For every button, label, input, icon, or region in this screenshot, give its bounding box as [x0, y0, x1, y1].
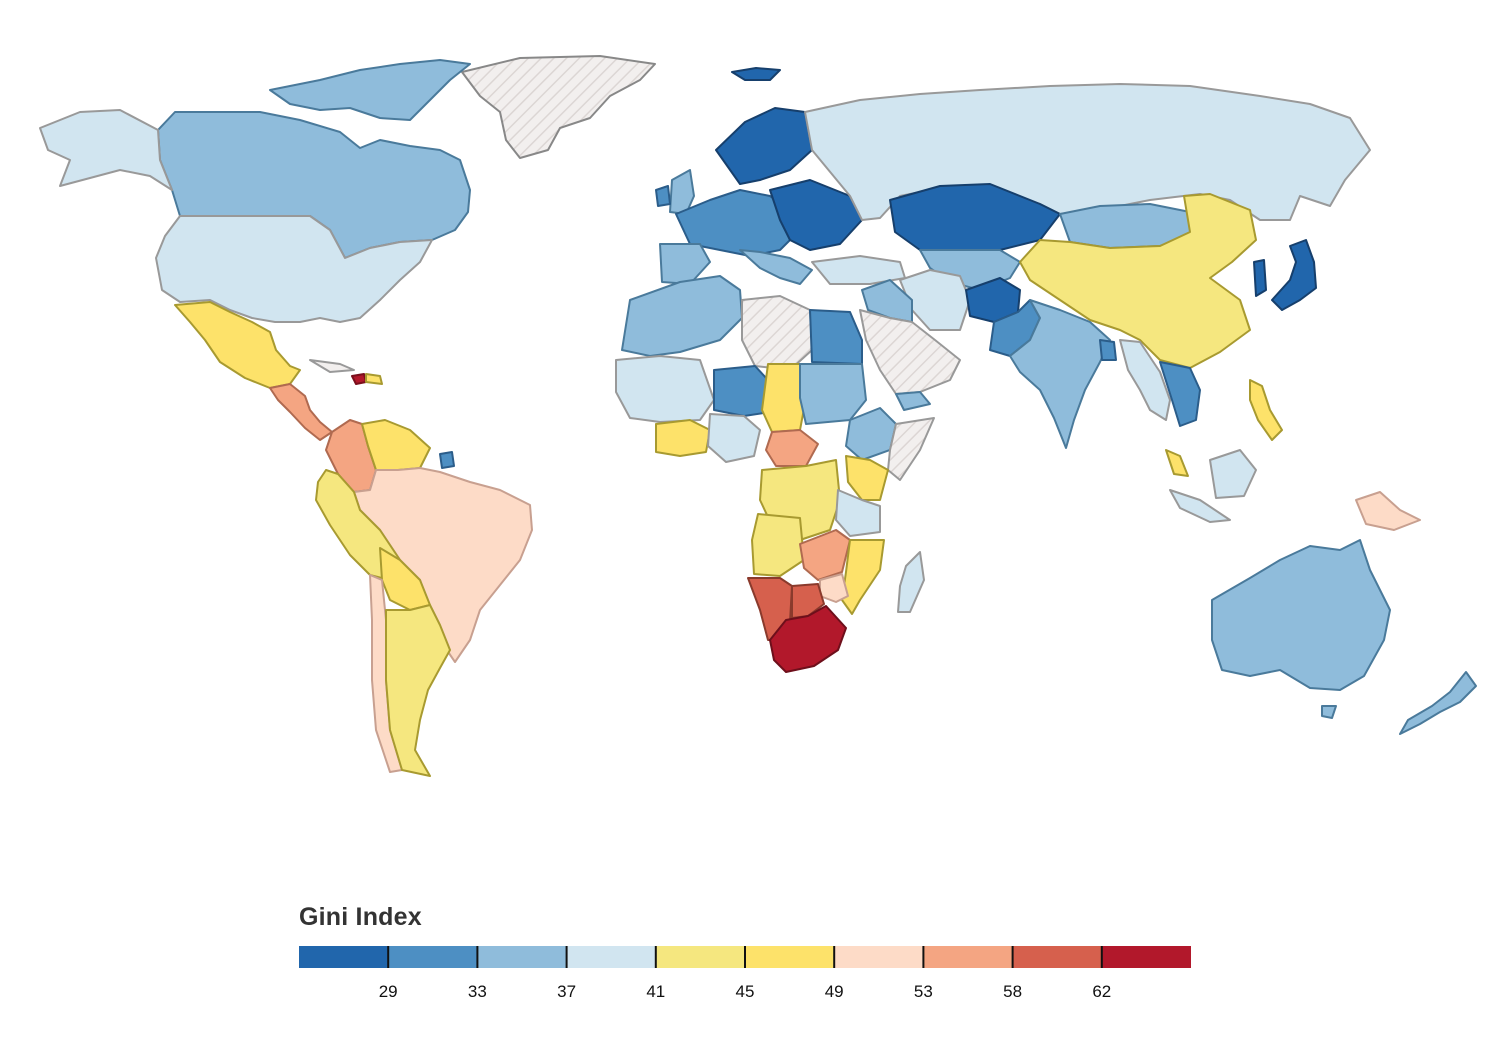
region-ireland[interactable] — [655, 185, 671, 207]
region-usa[interactable] — [155, 215, 433, 323]
legend-tick-label: 41 — [646, 982, 666, 1001]
region-west-africa[interactable] — [615, 355, 715, 423]
region-uk[interactable] — [669, 169, 695, 215]
region-bangladesh[interactable] — [1099, 339, 1117, 361]
region-myanmar-thailand[interactable] — [1119, 339, 1171, 421]
region-scandinavia[interactable] — [715, 107, 813, 185]
region-yemen[interactable] — [895, 391, 931, 411]
region-north-africa-w[interactable] — [621, 275, 743, 357]
region-egypt[interactable] — [809, 309, 863, 365]
region-vietnam-laos[interactable] — [1159, 361, 1201, 427]
region-cuba[interactable] — [309, 359, 355, 373]
region-south-africa[interactable] — [769, 605, 847, 673]
legend-swatch — [745, 946, 835, 968]
legend-swatch — [655, 946, 746, 968]
region-mexico[interactable] — [174, 301, 301, 389]
region-iceland[interactable] — [731, 67, 781, 81]
region-philippines[interactable] — [1249, 379, 1283, 441]
region-libya[interactable] — [741, 295, 813, 371]
region-zimbabwe[interactable] — [819, 573, 849, 603]
legend-color-bar — [299, 946, 1191, 968]
region-japan[interactable] — [1271, 239, 1317, 311]
region-china[interactable] — [1019, 193, 1257, 369]
legend-swatch — [299, 946, 389, 968]
region-tanzania[interactable] — [835, 489, 881, 537]
region-somalia[interactable] — [887, 417, 935, 481]
legend-tick-label: 33 — [467, 982, 487, 1001]
region-sudan[interactable] — [799, 363, 867, 425]
region-botswana[interactable] — [791, 583, 825, 619]
region-madagascar[interactable] — [897, 551, 925, 613]
region-tasmania[interactable] — [1321, 705, 1337, 719]
region-greenland[interactable] — [461, 55, 656, 159]
legend-tick-label: 53 — [913, 982, 933, 1001]
region-zambia[interactable] — [799, 529, 851, 581]
region-kenya[interactable] — [845, 455, 889, 501]
region-central-america[interactable] — [269, 383, 333, 441]
legend-swatch — [566, 946, 657, 968]
legend-tick-label: 49 — [824, 982, 844, 1001]
region-iran[interactable] — [899, 269, 971, 331]
legend-tick-label: 29 — [378, 982, 398, 1001]
region-india[interactable] — [1009, 299, 1111, 449]
region-new-zealand[interactable] — [1399, 671, 1477, 735]
region-canada-arctic[interactable] — [269, 59, 471, 121]
region-malaysia[interactable] — [1165, 449, 1189, 477]
legend-swatch — [388, 946, 478, 968]
legend-swatch — [477, 946, 568, 968]
region-mozambique[interactable] — [841, 539, 885, 615]
region-korea[interactable] — [1253, 259, 1267, 297]
region-guyana[interactable] — [439, 451, 455, 469]
region-iberia[interactable] — [659, 243, 711, 285]
region-angola[interactable] — [751, 513, 805, 577]
region-haiti[interactable] — [351, 373, 367, 385]
legend-swatch — [1101, 946, 1191, 968]
legend-title: Gini Index — [299, 903, 422, 931]
legend-tick-label: 45 — [735, 982, 755, 1001]
region-papua-ng[interactable] — [1355, 491, 1421, 531]
legend-tick-label: 37 — [557, 982, 577, 1001]
legend-swatch — [1012, 946, 1103, 968]
region-gulf-guinea[interactable] — [655, 419, 711, 457]
world-choropleth-map — [39, 55, 1477, 777]
region-car[interactable] — [765, 429, 819, 467]
region-borneo[interactable] — [1209, 449, 1257, 499]
legend-swatch — [923, 946, 1014, 968]
region-alaska[interactable] — [39, 109, 173, 191]
region-nigeria[interactable] — [707, 413, 761, 463]
region-arabia[interactable] — [859, 309, 961, 395]
legend-tick-label: 58 — [1003, 982, 1023, 1001]
region-argentina[interactable] — [385, 604, 451, 777]
legend-tick-label: 62 — [1092, 982, 1112, 1001]
legend-swatch — [834, 946, 924, 968]
region-eastern-europe[interactable] — [769, 179, 863, 251]
region-australia[interactable] — [1211, 539, 1391, 691]
region-indonesia-w[interactable] — [1169, 489, 1231, 523]
region-italy-balkans[interactable] — [739, 249, 813, 285]
region-dominican-rep[interactable] — [365, 373, 383, 385]
